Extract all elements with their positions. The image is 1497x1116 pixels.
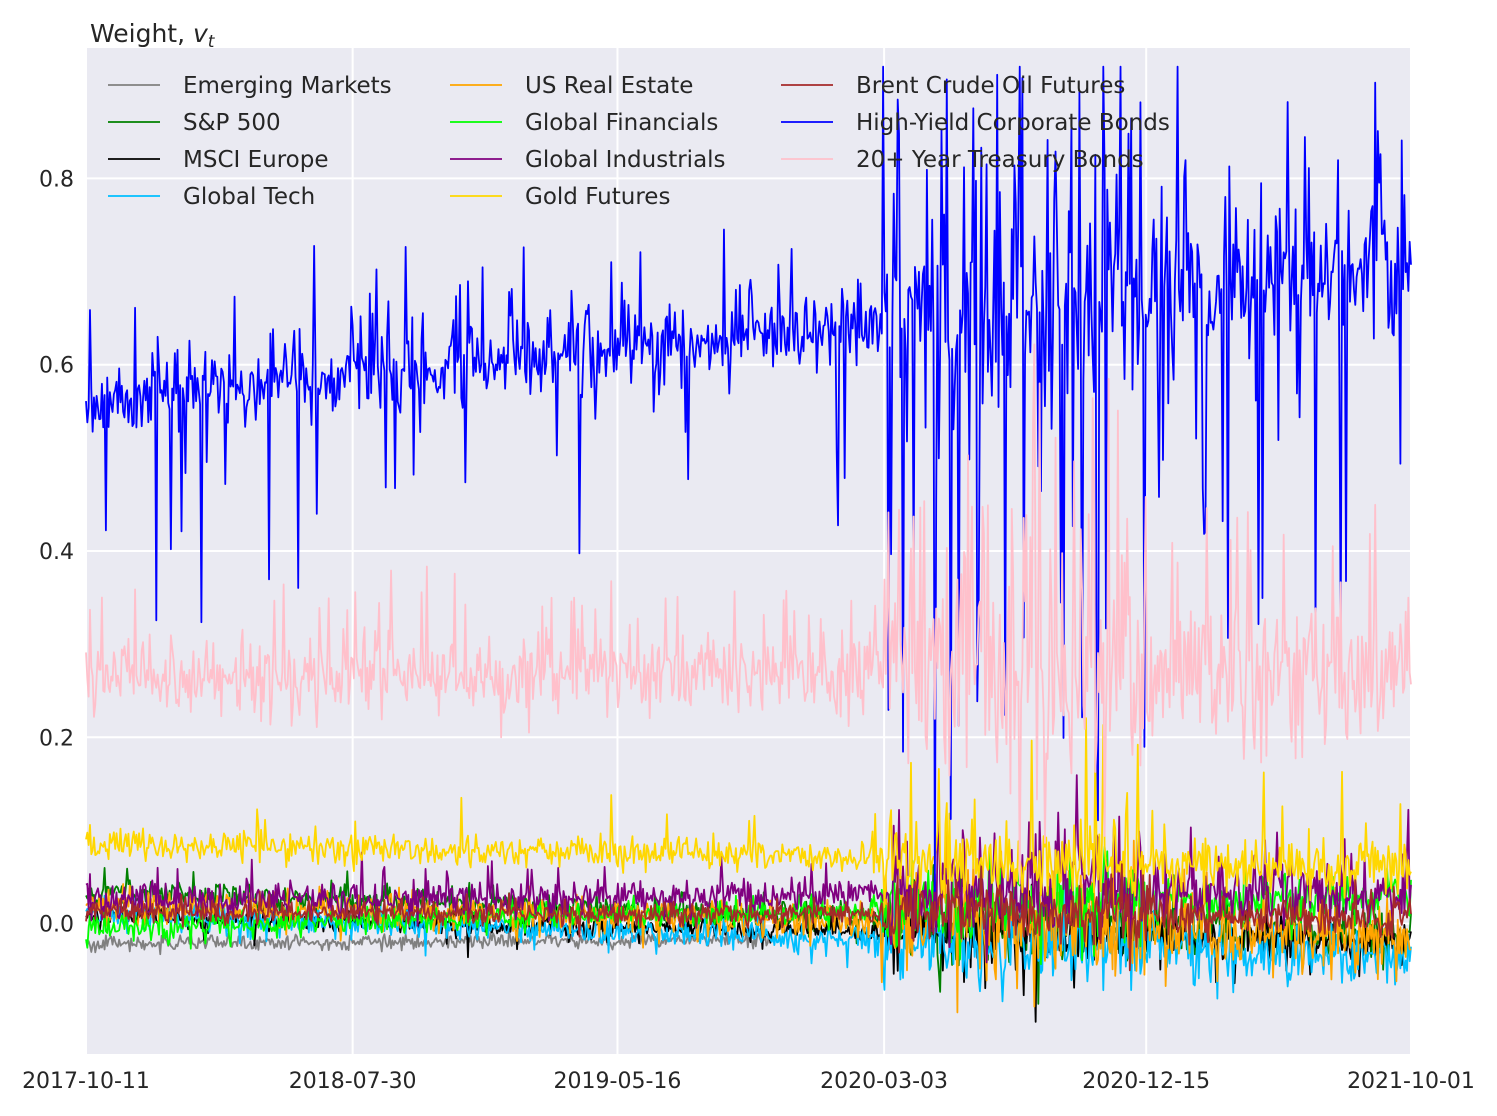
y-tick-label: 0.2 <box>39 726 74 751</box>
x-tick-label: 2018-07-30 <box>289 1069 417 1094</box>
series-layer <box>85 65 1412 1023</box>
series-line-global-industrials <box>85 774 1412 964</box>
x-tick-label: 2020-03-03 <box>820 1069 948 1094</box>
x-axis: 2017-10-11 2018-07-30 2019-05-16 2020-03-03… <box>22 1069 1475 1094</box>
series-line-brent-crude-oil-futures <box>85 863 1412 972</box>
y-axis-label: Weight, vt <box>90 19 216 52</box>
y-tick-label: 0.6 <box>39 354 74 379</box>
y-tick-label: 0.8 <box>39 167 74 192</box>
legend-label-gold-futures: Gold Futures <box>525 184 670 210</box>
series-line-high-yield-corporate-bonds <box>85 65 1412 893</box>
legend-label-msci-europe: MSCI Europe <box>183 147 328 173</box>
x-tick-label: 2017-10-11 <box>22 1069 150 1094</box>
legend-label-20-year-treasury-bonds: 20+ Year Treasury Bonds <box>856 147 1144 173</box>
legend-label-global-financials: Global Financials <box>525 110 718 136</box>
legend: Emerging Markets S&P 500 MSCI Europe Global… <box>108 73 1170 210</box>
legend-label-high-yield-corporate-bonds: High-Yield Corporate Bonds <box>856 110 1170 136</box>
y-tick-label: 0.4 <box>39 540 74 565</box>
series-line-20-year-treasury-bonds <box>85 343 1412 885</box>
series-line-gold-futures <box>85 717 1412 918</box>
y-tick-label: 0.0 <box>39 913 74 938</box>
y-axis: 0.0 0.2 0.4 0.6 0.8 <box>39 167 74 937</box>
legend-label-us-real-estate: US Real Estate <box>525 73 693 99</box>
legend-label-s-p-500: S&P 500 <box>183 110 281 136</box>
legend-label-global-tech: Global Tech <box>183 184 315 210</box>
legend-label-emerging-markets: Emerging Markets <box>183 73 392 99</box>
legend-label-brent-crude-oil-futures: Brent Crude Oil Futures <box>856 73 1125 99</box>
x-tick-label: 2021-10-01 <box>1347 1069 1475 1094</box>
x-tick-label: 2019-05-16 <box>554 1069 682 1094</box>
series-line-emerging-markets <box>85 928 775 956</box>
legend-label-global-industrials: Global Industrials <box>525 147 726 173</box>
x-tick-label: 2020-12-15 <box>1082 1069 1210 1094</box>
